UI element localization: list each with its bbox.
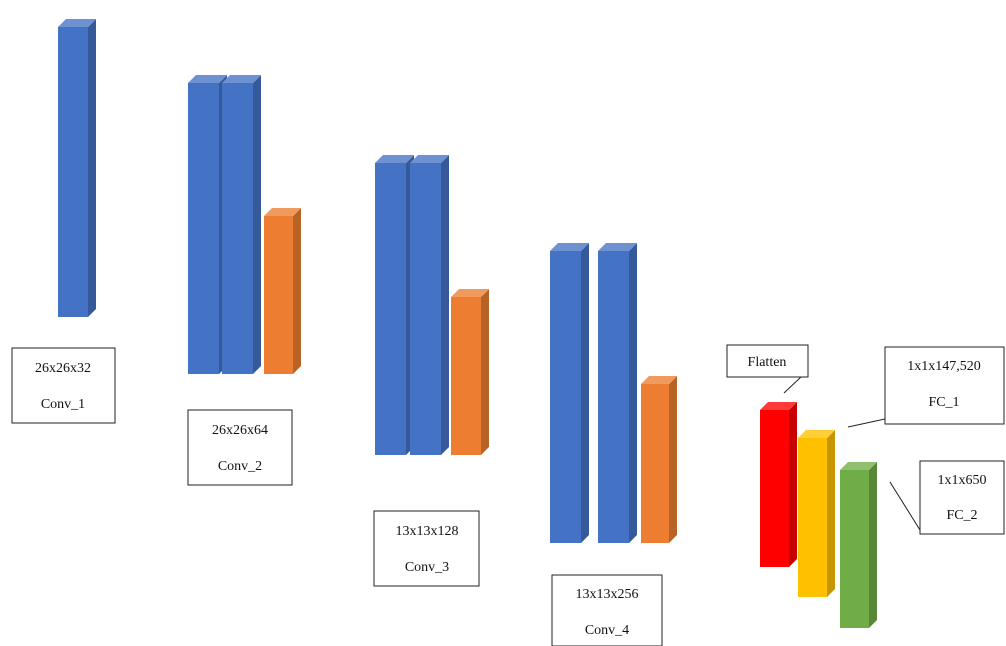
conv4-conv-bar-2 — [598, 243, 637, 543]
conv1-label-box: 26x26x32 Conv_1 — [11, 347, 116, 424]
conv4-group: 13x13x256 Conv_4 — [550, 243, 677, 646]
conv4-label-box: 13x13x256 Conv_4 — [551, 574, 663, 646]
fc2-name: FC_2 — [946, 508, 977, 523]
conv3-conv-bar-2 — [410, 155, 449, 455]
conv3-label-box: 13x13x128 Conv_3 — [373, 510, 480, 587]
conv3-group: 13x13x128 Conv_3 — [373, 155, 489, 587]
flatten-bar — [760, 402, 797, 567]
conv2-conv-bar-1 — [188, 75, 227, 374]
fc2-dims: 1x1x650 — [938, 473, 987, 488]
conv3-name: Conv_3 — [405, 560, 449, 575]
conv1-group: 26x26x32 Conv_1 — [11, 19, 116, 424]
conv4-name: Conv_4 — [585, 623, 629, 638]
fc2-group: 1x1x650 FC_2 — [840, 460, 1005, 628]
conv2-name: Conv_2 — [218, 459, 262, 474]
fc1-dims: 1x1x147,520 — [907, 359, 981, 374]
conv4-pool-bar — [641, 376, 677, 543]
conv2-pool-bar — [264, 208, 301, 374]
conv3-dims: 13x13x128 — [396, 524, 459, 539]
flatten-label-box — [726, 344, 809, 378]
fc1-name: FC_1 — [928, 395, 959, 410]
conv3-pool-bar — [451, 289, 489, 455]
flatten-connector — [783, 375, 803, 394]
flatten-label: Flatten — [748, 355, 787, 370]
conv1-conv-bar — [58, 19, 96, 317]
fc1-bar — [798, 430, 835, 597]
conv3-conv-bar-1 — [375, 155, 414, 455]
fc2-label-box — [919, 460, 1005, 535]
conv4-dims: 13x13x256 — [576, 587, 639, 602]
conv1-dims: 26x26x32 — [35, 361, 91, 376]
conv2-group: 26x26x64 Conv_2 — [187, 75, 301, 486]
flatten-group: Flatten — [726, 344, 809, 567]
conv2-label-box: 26x26x64 Conv_2 — [187, 409, 293, 486]
conv2-conv-bar-2 — [222, 75, 261, 374]
fc1-connector — [847, 418, 886, 428]
fc2-connector — [889, 481, 921, 531]
fc1-label-box — [884, 346, 1005, 425]
conv2-dims: 26x26x64 — [212, 423, 268, 438]
conv1-name: Conv_1 — [41, 397, 85, 412]
fc2-bar — [840, 462, 877, 628]
fc1-group: 1x1x147,520 FC_1 — [798, 346, 1005, 597]
conv4-conv-bar-1 — [550, 243, 589, 543]
